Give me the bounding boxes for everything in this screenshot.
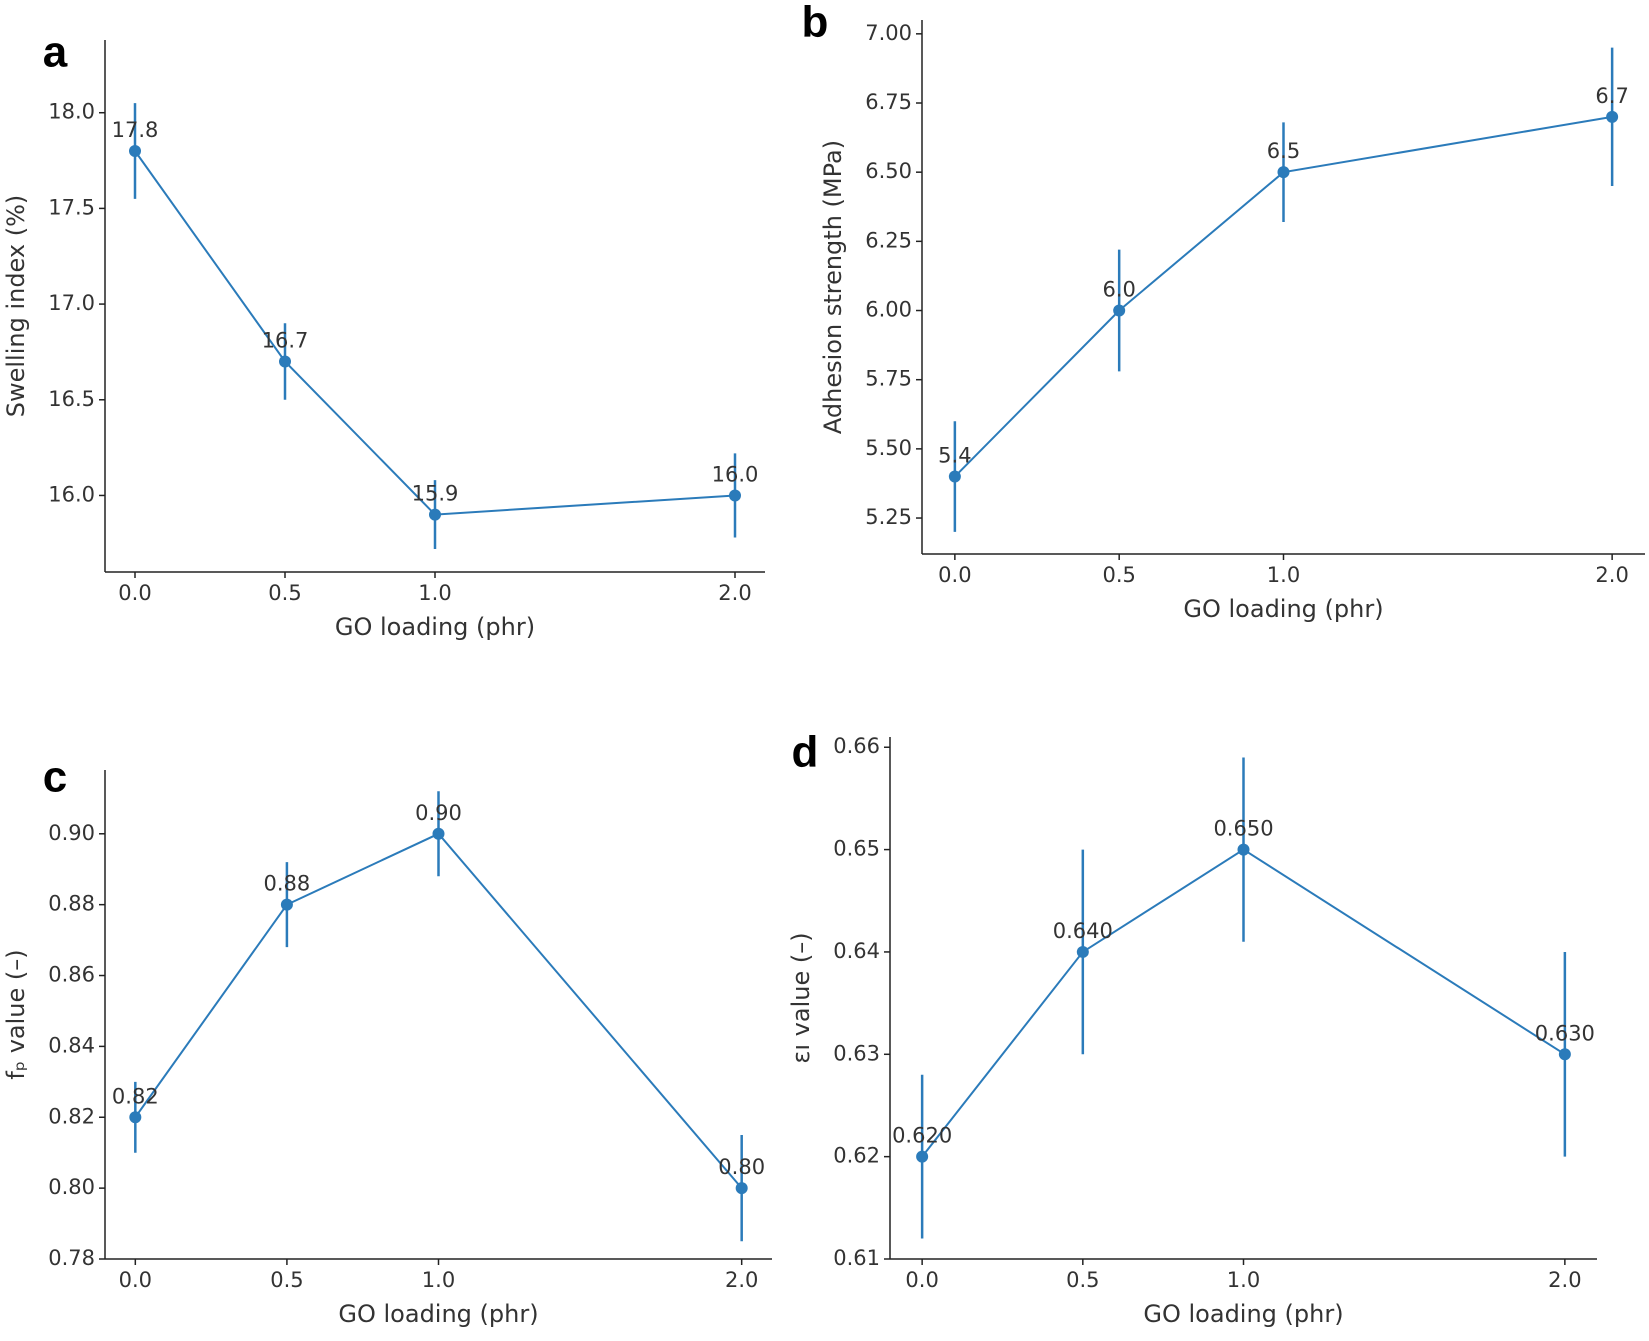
data-label: 6.0 bbox=[1102, 278, 1135, 302]
y-tick-label: 0.65 bbox=[833, 837, 880, 861]
point bbox=[432, 827, 445, 840]
y-tick-label: 0.80 bbox=[48, 1175, 95, 1199]
y-tick-label: 0.82 bbox=[48, 1104, 95, 1128]
data-label: 17.8 bbox=[112, 118, 159, 142]
line-series bbox=[954, 115, 1613, 478]
y-tick-label: 0.64 bbox=[833, 939, 880, 963]
line-series bbox=[921, 848, 1566, 1158]
y-tick-label: 0.61 bbox=[833, 1246, 880, 1270]
point bbox=[429, 508, 441, 521]
point bbox=[1606, 110, 1619, 123]
x-tick-label: 1.0 bbox=[1227, 1268, 1260, 1292]
y-tick-label: 5.50 bbox=[865, 436, 912, 460]
line-series bbox=[134, 832, 743, 1189]
data-label: 5.4 bbox=[938, 444, 971, 468]
point bbox=[1237, 843, 1250, 856]
y-tick-label: 0.63 bbox=[833, 1041, 880, 1065]
point bbox=[1113, 304, 1126, 317]
point bbox=[916, 1150, 929, 1163]
panel-label: d bbox=[792, 728, 819, 777]
x-tick-label: 2.0 bbox=[1595, 563, 1628, 587]
y-tick-label: 0.88 bbox=[48, 892, 95, 916]
data-label: 16.7 bbox=[262, 328, 309, 352]
x-tick-label: 2.0 bbox=[725, 1268, 758, 1292]
x-tick-label: 1.0 bbox=[1267, 563, 1300, 587]
x-tick-label: 0.5 bbox=[270, 1268, 303, 1292]
y-tick-label: 17.0 bbox=[48, 291, 95, 315]
data-label: 0.82 bbox=[112, 1084, 159, 1108]
panel-label: b bbox=[802, 0, 829, 47]
data-label: 0.640 bbox=[1053, 919, 1113, 943]
x-axis-label: GO loading (phr) bbox=[338, 1300, 538, 1328]
y-tick-label: 5.75 bbox=[865, 367, 912, 391]
point bbox=[1076, 945, 1089, 958]
line-series bbox=[134, 150, 736, 516]
y-axis-label: fₚ value (–) bbox=[2, 949, 30, 1079]
x-axis-label: GO loading (phr) bbox=[335, 613, 535, 641]
x-tick-label: 0.0 bbox=[118, 581, 151, 605]
x-tick-label: 0.5 bbox=[268, 581, 301, 605]
point bbox=[729, 489, 741, 502]
y-tick-label: 5.25 bbox=[865, 505, 912, 529]
data-label: 0.630 bbox=[1535, 1021, 1595, 1045]
point bbox=[280, 898, 293, 911]
y-tick-label: 0.86 bbox=[48, 963, 95, 987]
x-tick-label: 0.0 bbox=[119, 1268, 152, 1292]
point bbox=[279, 355, 291, 368]
y-tick-label: 0.62 bbox=[833, 1144, 880, 1168]
x-tick-label: 1.0 bbox=[422, 1268, 455, 1292]
data-label: 16.0 bbox=[712, 462, 759, 486]
y-tick-label: 16.5 bbox=[48, 387, 95, 411]
y-axis-label: εı value (–) bbox=[787, 932, 815, 1063]
x-tick-label: 0.0 bbox=[938, 563, 971, 587]
y-axis-label: Swelling index (%) bbox=[2, 195, 30, 418]
x-tick-label: 1.0 bbox=[418, 581, 451, 605]
x-tick-label: 0.5 bbox=[1066, 1268, 1099, 1292]
data-label: 0.620 bbox=[892, 1124, 952, 1148]
point bbox=[129, 1111, 142, 1124]
panel-label: c bbox=[43, 753, 67, 802]
y-tick-label: 16.0 bbox=[48, 482, 95, 506]
point bbox=[735, 1182, 748, 1195]
data-label: 6.5 bbox=[1267, 139, 1300, 163]
y-tick-label: 7.00 bbox=[865, 21, 912, 45]
x-axis-label: GO loading (phr) bbox=[1143, 1300, 1343, 1328]
y-tick-label: 6.75 bbox=[865, 90, 912, 114]
point bbox=[129, 144, 141, 157]
data-label: 0.88 bbox=[264, 872, 311, 896]
data-label: 0.90 bbox=[415, 801, 462, 825]
y-tick-label: 0.66 bbox=[833, 734, 880, 758]
y-tick-label: 0.78 bbox=[48, 1246, 95, 1270]
x-tick-label: 2.0 bbox=[1548, 1268, 1581, 1292]
x-tick-label: 0.0 bbox=[905, 1268, 938, 1292]
y-tick-label: 0.90 bbox=[48, 821, 95, 845]
y-tick-label: 6.25 bbox=[865, 228, 912, 252]
data-label: 15.9 bbox=[412, 482, 459, 506]
data-label: 0.80 bbox=[718, 1155, 765, 1179]
x-axis-label: GO loading (phr) bbox=[1183, 595, 1383, 623]
x-tick-label: 0.5 bbox=[1102, 563, 1135, 587]
y-axis-label: Adhesion strength (MPa) bbox=[819, 140, 847, 434]
data-label: 6.7 bbox=[1595, 84, 1628, 108]
point bbox=[1277, 166, 1290, 179]
data-label: 0.650 bbox=[1213, 817, 1273, 841]
y-tick-label: 0.84 bbox=[48, 1033, 95, 1057]
point bbox=[1558, 1048, 1571, 1061]
point bbox=[948, 470, 961, 483]
y-tick-label: 18.0 bbox=[48, 100, 95, 124]
y-tick-label: 6.00 bbox=[865, 298, 912, 322]
x-tick-label: 2.0 bbox=[718, 581, 751, 605]
y-tick-label: 6.50 bbox=[865, 159, 912, 183]
panel-label: a bbox=[43, 28, 68, 77]
y-tick-label: 17.5 bbox=[48, 195, 95, 219]
